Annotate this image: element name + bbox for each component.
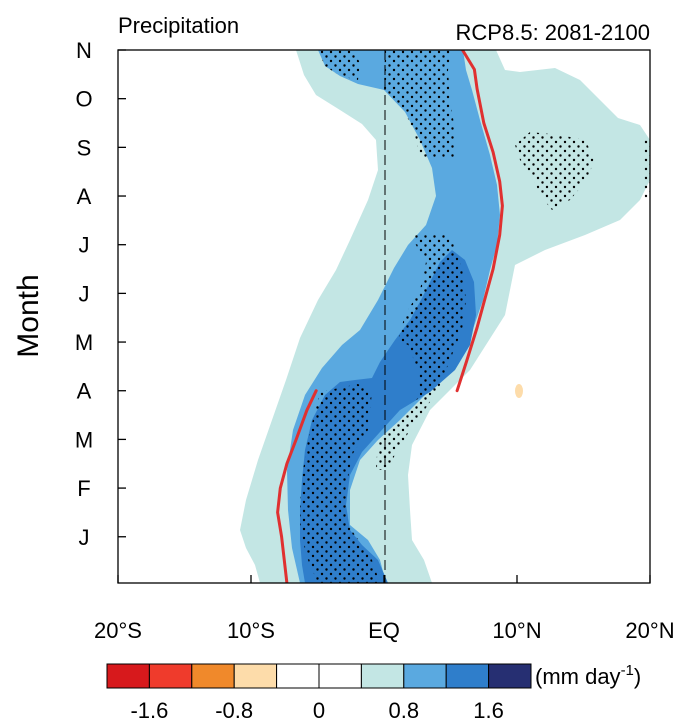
y-tick-label: O bbox=[75, 87, 92, 112]
y-tick-label: M bbox=[75, 330, 93, 355]
colorbar-box bbox=[148, 663, 193, 689]
y-tick-label: J bbox=[79, 281, 90, 306]
colorbar-tick-label: 0.8 bbox=[389, 698, 420, 723]
stipple-region-edge bbox=[643, 140, 650, 200]
stipple-region-main bbox=[384, 50, 455, 158]
colorbar-unit-label: (mm day-1) bbox=[535, 662, 641, 689]
colorbar-tick-label: 0 bbox=[313, 698, 325, 723]
x-tick-label: 20°S bbox=[94, 618, 142, 643]
colorbar-tick-label: -1.6 bbox=[130, 698, 168, 723]
colorbar-box bbox=[276, 663, 320, 689]
y-tick-label: F bbox=[77, 476, 90, 501]
colorbar: -1.6 -0.8 0 0.8 1.6 bbox=[106, 663, 532, 723]
y-tick-label: S bbox=[77, 135, 92, 160]
significance-stipple bbox=[300, 50, 650, 583]
colorbar-box bbox=[488, 663, 532, 689]
colorbar-unit-text: (mm day bbox=[535, 664, 621, 689]
colorbar-box bbox=[191, 663, 235, 689]
colorbar-box bbox=[445, 663, 490, 689]
colorbar-unit-exponent: -1 bbox=[621, 662, 634, 679]
x-tick-label: EQ bbox=[368, 618, 400, 643]
red-contour-lines bbox=[276, 50, 504, 583]
chart-subtitle: RCP8.5: 2081-2100 bbox=[456, 20, 650, 45]
colorbar-tick-label: -0.8 bbox=[215, 698, 253, 723]
colorbar-box bbox=[360, 663, 405, 689]
colorbar-box bbox=[403, 663, 447, 689]
x-tick-label: 10°S bbox=[227, 618, 275, 643]
colorbar-box bbox=[233, 663, 278, 689]
chart-title: Precipitation bbox=[118, 13, 239, 38]
colorbar-box bbox=[106, 663, 150, 689]
stipple-region-top-left bbox=[318, 50, 360, 80]
y-tick-label: A bbox=[77, 379, 92, 404]
series-line bbox=[276, 389, 318, 583]
y-tick-label: J bbox=[79, 233, 90, 258]
stipple-region-south bbox=[300, 384, 380, 583]
y-tick-label: J bbox=[79, 525, 90, 550]
small-anomaly-blob bbox=[515, 384, 523, 398]
y-tick-label: A bbox=[77, 184, 92, 209]
colorbar-unit-close: ) bbox=[634, 664, 641, 689]
colorbar-box bbox=[318, 663, 362, 689]
contour-field bbox=[118, 50, 650, 583]
y-tick-label: N bbox=[76, 38, 92, 63]
y-tick-label: M bbox=[75, 427, 93, 452]
colorbar-tick-label: 1.6 bbox=[473, 698, 504, 723]
stipple-region-center bbox=[376, 235, 466, 470]
x-tick-label: 20°N bbox=[625, 618, 674, 643]
series-line bbox=[455, 50, 504, 393]
stipple-region-north bbox=[515, 132, 595, 210]
y-axis-label: Month bbox=[12, 274, 45, 357]
contour-band-0.4-corner bbox=[296, 50, 320, 62]
x-tick-label: 10°N bbox=[492, 618, 541, 643]
x-axis-ticks: 20°S 10°S EQ 10°N 20°N bbox=[94, 575, 675, 643]
